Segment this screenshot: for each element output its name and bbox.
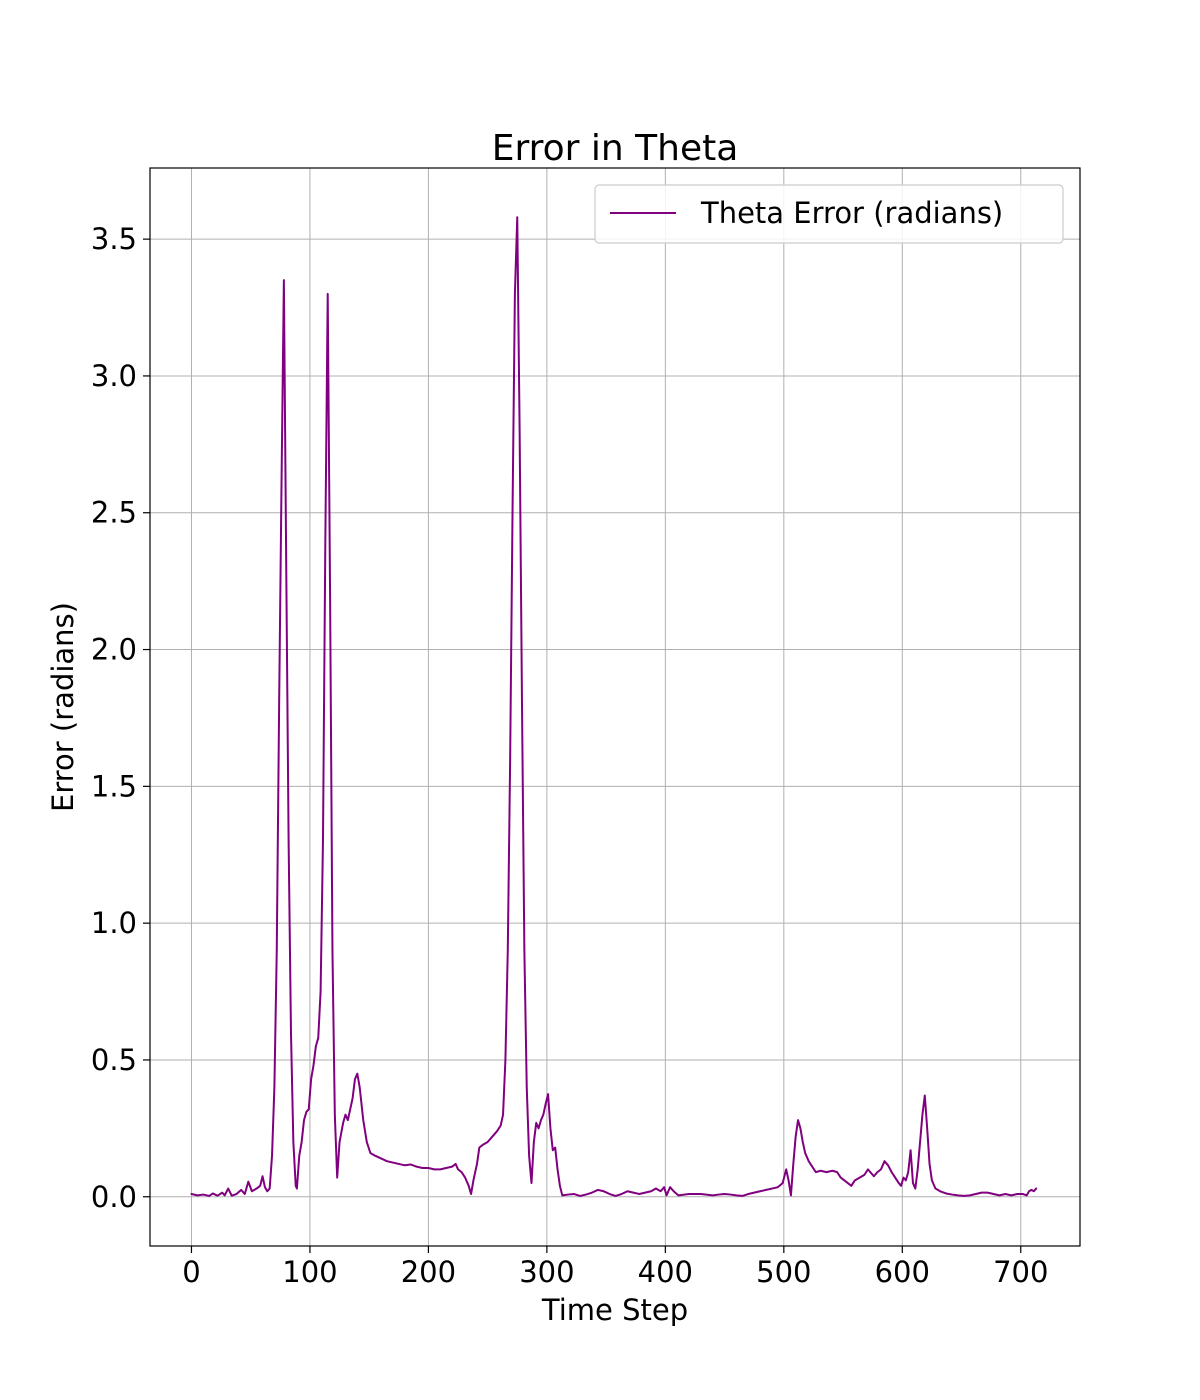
legend: Theta Error (radians) <box>594 184 1064 244</box>
legend-box <box>594 184 1064 244</box>
plot-area <box>150 168 1080 1246</box>
y-axis-label: Error (radians) <box>46 602 80 812</box>
x-tick-label: 700 <box>993 1255 1048 1289</box>
grid <box>150 168 1080 1246</box>
y-tick-label: 2.0 <box>91 633 137 667</box>
y-tick-label: 1.0 <box>91 906 137 940</box>
x-tick-label: 600 <box>875 1255 930 1289</box>
chart-title: Error in Theta <box>492 128 739 169</box>
x-tick-label: 100 <box>282 1255 337 1289</box>
plot-frame <box>149 167 1081 1247</box>
y-tick-label: 3.5 <box>91 222 137 256</box>
x-tick-label: 500 <box>756 1255 811 1289</box>
ticks: 0 100 200 300 400 500 600 700 0.0 0.5 1.0 1.5 2.0 2.5… <box>91 222 1049 1289</box>
series-layer <box>190 216 1038 1197</box>
y-tick-label: 2.5 <box>91 496 137 530</box>
y-tick-label: 1.5 <box>91 769 137 803</box>
y-tick-label: 3.0 <box>91 359 137 393</box>
x-tick-label: 0 <box>182 1255 200 1289</box>
x-tick-label: 200 <box>401 1255 456 1289</box>
x-axis-label: Time Step <box>541 1293 688 1327</box>
y-tick-label: 0.0 <box>91 1180 137 1214</box>
series-line-theta-error <box>190 216 1038 1197</box>
legend-label: Theta Error (radians) <box>700 196 1003 230</box>
x-tick-label: 400 <box>638 1255 693 1289</box>
y-tick-label: 0.5 <box>91 1043 137 1077</box>
x-tick-label: 300 <box>519 1255 574 1289</box>
